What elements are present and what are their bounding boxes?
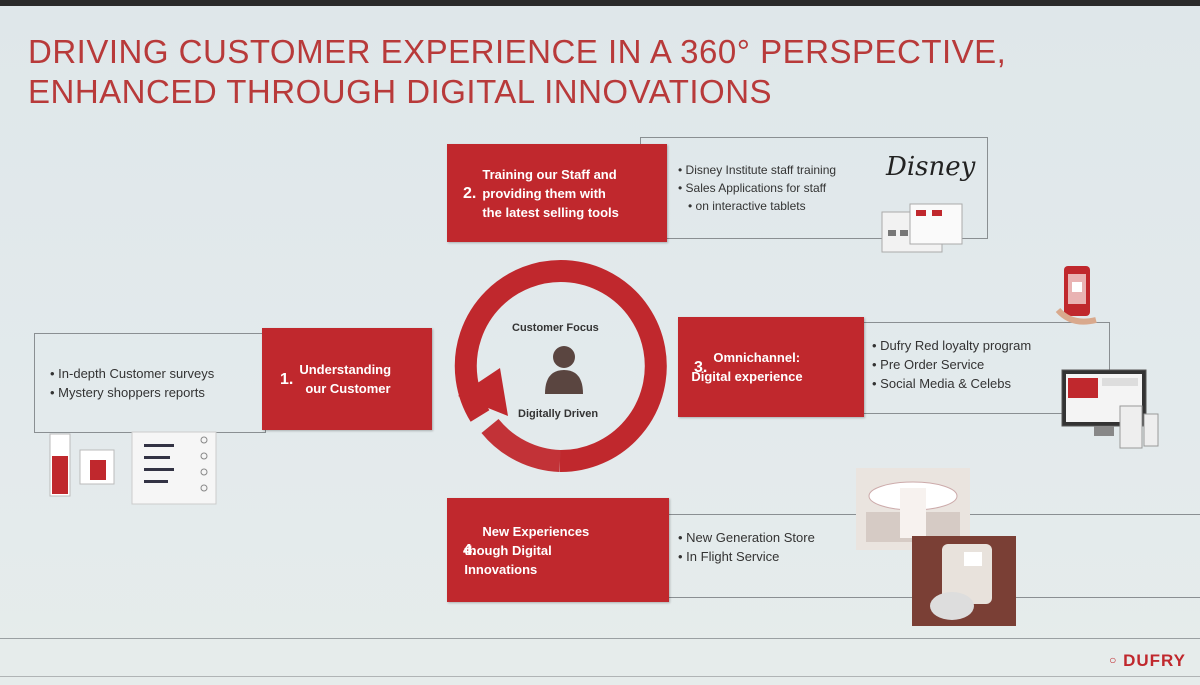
in-flight-service-image xyxy=(912,536,1016,626)
pillar-3-box: 3. Omnichannel: Digital experience xyxy=(678,317,864,417)
pillar-3-label-line: Omnichannel: xyxy=(713,350,801,365)
disney-logo: Disney xyxy=(886,152,976,182)
pillar-2-label-line: providing them with xyxy=(482,185,606,201)
ring-bottom-label: Digitally Driven xyxy=(518,408,599,420)
title-line-2: ENHANCED THROUGH DIGITAL INNOVATIONS xyxy=(28,73,773,110)
pillar-1-bullets: In-depth Customer surveys Mystery shoppe… xyxy=(50,364,214,402)
pillar-2-number: 2. xyxy=(463,184,477,202)
tablet-app-image xyxy=(881,203,963,253)
pillar-2-bullets: Disney Institute staff training Sales Ap… xyxy=(678,161,837,215)
pillar-2-label-line: Training our Staff and xyxy=(482,166,617,182)
title-line-1: DRIVING CUSTOMER EXPERIENCE IN A 360° PE… xyxy=(28,33,1007,70)
customer-person-icon xyxy=(545,346,583,394)
pillar-1-number: 1. xyxy=(280,370,294,388)
desktop-website-image xyxy=(1061,369,1159,449)
pillar-2-bullet: Sales Applications for staff xyxy=(678,179,836,197)
pillar-3-label-line: Digital experience xyxy=(691,369,803,384)
slide: DRIVING CUSTOMER EXPERIENCE IN A 360° PE… xyxy=(0,6,1200,685)
pillar-4-label-line: though Digital xyxy=(464,542,552,558)
pillar-4-box: 4. New Experiences though Digital Innova… xyxy=(447,498,669,602)
customer-cycle-ring xyxy=(454,260,667,473)
brand-name: DUFRY xyxy=(1123,651,1186,670)
pillar-1-label-line: Understanding xyxy=(299,362,392,377)
pillar-4-label-line: Innovations xyxy=(464,561,538,577)
pillar-2-bullet: Disney Institute staff training xyxy=(678,161,837,179)
pillar-1-label-line: our Customer xyxy=(305,381,391,396)
pillar-2-box: 2. Training our Staff and providing them… xyxy=(447,144,667,242)
pillar-4-bullets: New Generation Store In Flight Service xyxy=(678,528,815,566)
pillar-1-bullet: Mystery shoppers reports xyxy=(50,383,214,402)
brand-mark-icon: ○ xyxy=(1109,653,1118,667)
smartphone-app-image xyxy=(1055,266,1097,325)
footer-divider-bottom xyxy=(0,676,1200,677)
footer-divider xyxy=(0,638,1200,639)
pillar-4-label-line: New Experiences xyxy=(482,523,590,539)
pillar-3-bullet: Pre Order Service xyxy=(872,355,1031,374)
pillar-4-number: 4. xyxy=(463,541,477,559)
ring-top-label: Customer Focus xyxy=(512,322,599,334)
pillar-2-label-line: the latest selling tools xyxy=(482,204,619,220)
pillar-2-bullet-continuation: on interactive tablets xyxy=(678,197,836,215)
pillar-3-bullet: Dufry Red loyalty program xyxy=(872,336,1031,355)
pillar-4-bullet: In Flight Service xyxy=(678,547,815,566)
pillar-1-box: 1. Understanding our Customer xyxy=(262,328,432,430)
pillar-4-bullet: New Generation Store xyxy=(678,528,815,547)
pillar-3-bullet: Social Media & Celebs xyxy=(872,374,1031,393)
pillar-3-number: 3. xyxy=(694,358,708,376)
pillar-1-bullet: In-depth Customer surveys xyxy=(50,364,214,383)
survey-documents-image xyxy=(49,431,217,505)
pillar-3-bullets: Dufry Red loyalty program Pre Order Serv… xyxy=(872,336,1031,393)
brand-logo: ○ DUFRY xyxy=(1109,651,1186,671)
slide-title: DRIVING CUSTOMER EXPERIENCE IN A 360° PE… xyxy=(28,32,1148,112)
